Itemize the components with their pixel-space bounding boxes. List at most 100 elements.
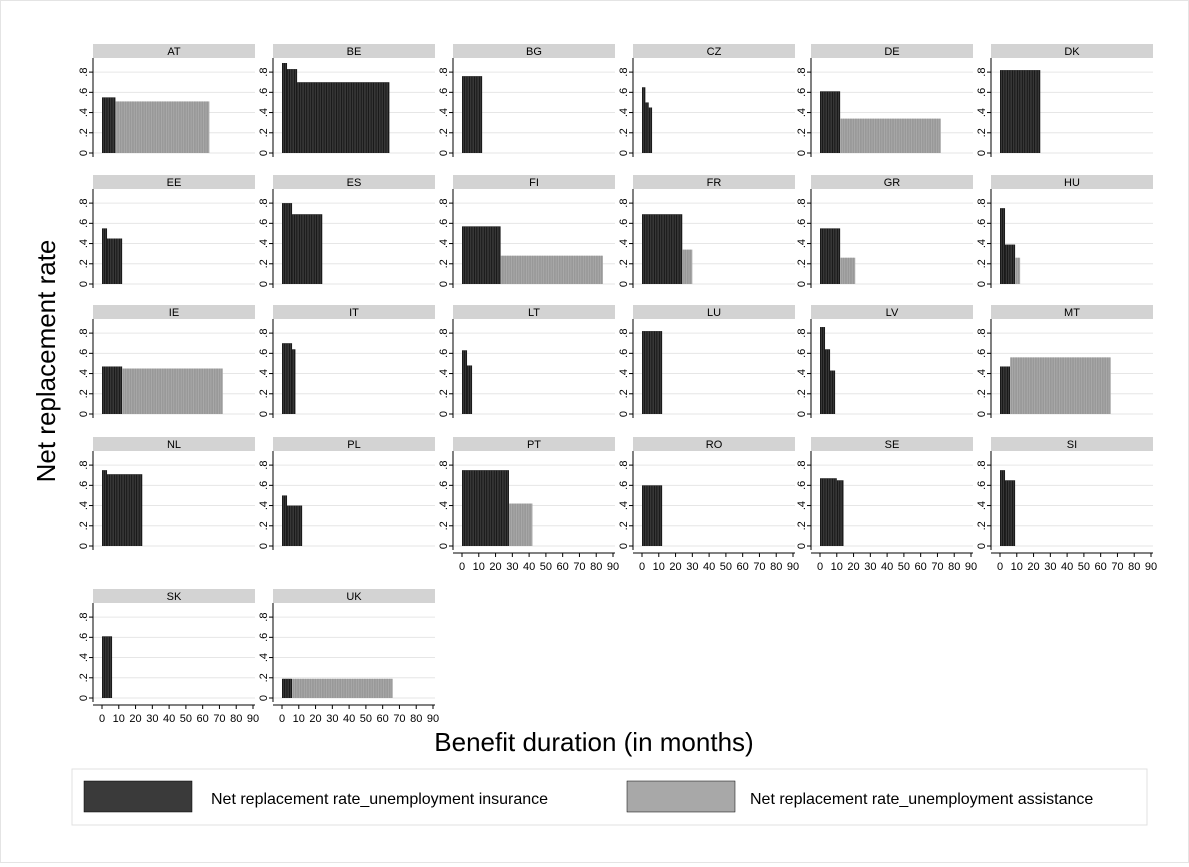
y-tick-label: .2 xyxy=(976,128,988,137)
y-tick-label: .6 xyxy=(258,219,270,228)
legend-swatch-insurance xyxy=(83,780,193,813)
panel-title: HU xyxy=(1064,177,1080,189)
bar-insurance xyxy=(1000,208,1006,284)
y-tick-label: .2 xyxy=(78,521,90,530)
x-tick-label: 40 xyxy=(523,561,535,573)
panel-title: PT xyxy=(527,439,541,451)
x-tick-label: 60 xyxy=(915,561,927,573)
y-tick-label: .2 xyxy=(976,521,988,530)
y-tick-label: .2 xyxy=(618,128,630,137)
y-tick-label: .6 xyxy=(258,349,270,358)
y-tick-label: .8 xyxy=(78,199,90,208)
panel-title: GR xyxy=(884,177,901,189)
panel-fi: FI 0 .2 .4 .6 .8 xyxy=(438,175,615,288)
x-tick-label: 20 xyxy=(1027,561,1039,573)
y-tick-label: .6 xyxy=(976,219,988,228)
x-tick-label: 80 xyxy=(1128,561,1140,573)
y-tick-label: .4 xyxy=(438,369,450,378)
y-tick-label: 0 xyxy=(618,411,630,417)
panel-title: DE xyxy=(884,46,899,58)
panel-bg: BG 0 .2 .4 .6 .8 xyxy=(438,44,615,157)
y-tick-label: .4 xyxy=(796,239,808,248)
y-tick-label: .6 xyxy=(78,88,90,97)
y-tick-label: 0 xyxy=(438,150,450,156)
x-tick-label: 80 xyxy=(770,561,782,573)
x-tick-label: 60 xyxy=(377,713,389,725)
panel-lu: LU 0 .2 .4 .6 .8 xyxy=(618,305,795,418)
y-tick-label: 0 xyxy=(258,411,270,417)
y-tick-label: 0 xyxy=(258,150,270,156)
panel-strip xyxy=(93,44,255,58)
y-tick-label: .8 xyxy=(438,461,450,470)
y-tick-label: .4 xyxy=(78,501,90,510)
y-tick-label: .6 xyxy=(78,219,90,228)
panel-strip xyxy=(991,305,1153,319)
y-tick-label: .4 xyxy=(258,653,270,662)
y-tick-label: .8 xyxy=(258,199,270,208)
y-tick-label: .4 xyxy=(618,108,630,117)
panel-se: SE 0 .2 .4 .6 .8 0 10 20 30 40 50 60 70 80 90 xyxy=(796,437,977,573)
panel-title: ES xyxy=(347,177,362,189)
y-tick-label: .6 xyxy=(796,219,808,228)
y-tick-label: .4 xyxy=(78,653,90,662)
x-tick-label: 0 xyxy=(817,561,823,573)
bar-insurance xyxy=(102,228,108,284)
panel-strip xyxy=(811,437,973,451)
bar-insurance xyxy=(107,238,123,284)
y-tick-label: .6 xyxy=(438,219,450,228)
panel-dk: DK 0 .2 .4 .6 .8 xyxy=(976,44,1153,157)
y-tick-label: .2 xyxy=(976,389,988,398)
x-tick-label: 50 xyxy=(720,561,732,573)
panel-title: SE xyxy=(885,439,900,451)
panel-es: ES 0 .2 .4 .6 .8 xyxy=(258,175,435,288)
panel-title: DK xyxy=(1064,46,1080,58)
legend-swatch-assistance xyxy=(626,780,736,813)
x-tick-label: 50 xyxy=(180,713,192,725)
y-tick-label: .6 xyxy=(796,88,808,97)
panel-strip xyxy=(453,175,615,189)
panel-strip xyxy=(93,437,255,451)
panel-title: BG xyxy=(526,46,542,58)
panel-at: AT 0 .2 .4 .6 .8 xyxy=(78,44,255,157)
x-tick-label: 90 xyxy=(607,561,619,573)
x-tick-label: 10 xyxy=(1011,561,1023,573)
x-tick-label: 50 xyxy=(1078,561,1090,573)
y-tick-label: .8 xyxy=(78,613,90,622)
panel-strip xyxy=(991,44,1153,58)
panel-fr: FR 0 .2 .4 .6 .8 xyxy=(618,175,795,288)
x-tick-label: 30 xyxy=(506,561,518,573)
y-tick-label: .4 xyxy=(618,501,630,510)
y-tick-label: 0 xyxy=(78,281,90,287)
x-tick-label: 30 xyxy=(686,561,698,573)
y-tick-label: .8 xyxy=(796,199,808,208)
y-tick-label: 0 xyxy=(78,411,90,417)
bar-assistance xyxy=(840,257,856,284)
x-tick-label: 0 xyxy=(639,561,645,573)
y-tick-label: .6 xyxy=(78,349,90,358)
y-tick-label: .2 xyxy=(618,259,630,268)
x-tick-label: 0 xyxy=(279,713,285,725)
panel-strip xyxy=(633,305,795,319)
panel-hu: HU 0 .2 .4 .6 .8 xyxy=(976,175,1153,288)
x-tick-label: 80 xyxy=(948,561,960,573)
y-tick-label: .4 xyxy=(796,369,808,378)
y-tick-label: 0 xyxy=(796,411,808,417)
y-tick-label: 0 xyxy=(78,150,90,156)
legend: Net replacement rate_unemployment insura… xyxy=(71,768,1148,826)
y-tick-label: 0 xyxy=(258,543,270,549)
y-tick-label: .8 xyxy=(618,199,630,208)
y-tick-label: .8 xyxy=(796,461,808,470)
x-tick-label: 70 xyxy=(393,713,405,725)
x-tick-label: 90 xyxy=(427,713,439,725)
y-tick-label: .4 xyxy=(618,369,630,378)
panel-ro: RO 0 .2 .4 .6 .8 0 10 20 30 40 50 60 70 80 90 xyxy=(618,437,799,573)
y-tick-label: .6 xyxy=(618,88,630,97)
y-tick-label: .8 xyxy=(438,68,450,77)
y-tick-label: 0 xyxy=(258,695,270,701)
y-tick-label: .8 xyxy=(796,329,808,338)
x-tick-label: 10 xyxy=(653,561,665,573)
panel-strip xyxy=(453,44,615,58)
y-tick-label: .4 xyxy=(796,108,808,117)
y-tick-label: .6 xyxy=(258,633,270,642)
